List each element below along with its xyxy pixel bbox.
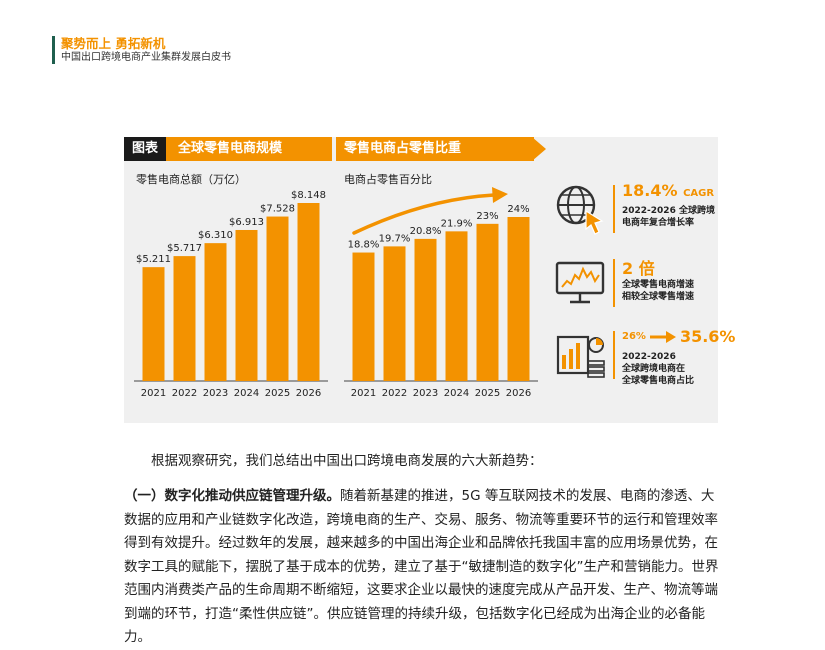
stat-3-value: 26% 35.6% xyxy=(622,327,735,346)
chart-2-svg: 18.8% 2021 19.7% 2022 20.8% 2023 21.9% 2024 23% 2… xyxy=(344,187,538,399)
stat-1-divider xyxy=(613,185,615,233)
chart-1-bar xyxy=(204,243,227,381)
chart-panel-2: 零售电商占零售比重 电商占零售百分比 18.8% 2021 19.7% 2022 20.… xyxy=(336,137,546,423)
chart-2-bar xyxy=(352,252,375,381)
chart-1-bar xyxy=(173,256,196,381)
chart-1-bar xyxy=(142,267,165,381)
chart-1-svg: $5.211 2021 $5.717 2022 $6.310 2023 $6.913 2024… xyxy=(134,190,328,399)
stat-growth: 2 倍 全球零售电商增速 相较全球零售增速 xyxy=(550,255,718,315)
section-paragraph: （一）数字化推动供应链管理升级。随着新基建的推进，5G 等互联网技术的发展、电商… xyxy=(124,485,724,650)
chart-1-ylabel: 零售电商总额（万亿） xyxy=(136,173,246,186)
stat-3-desc-1: 2022-2026 xyxy=(622,352,676,362)
stat-1-desc-2: 电商年复合增长率 xyxy=(622,218,695,228)
chart-1-tick-label: 2025 xyxy=(265,388,290,399)
chart-1-tick-label: 2021 xyxy=(141,388,166,399)
panel-2-title: 零售电商占零售比重 xyxy=(344,141,462,156)
chart-2-data-label: 23% xyxy=(476,211,498,222)
stat-2-desc-2: 相较全球零售增速 xyxy=(622,292,695,302)
chart-2-tick-label: 2026 xyxy=(506,388,531,399)
chart-2-tick-label: 2025 xyxy=(475,388,500,399)
chart-1-bar xyxy=(297,203,320,381)
trend-arrow-line xyxy=(352,193,496,235)
stat-2-divider xyxy=(613,259,615,307)
chart-1-tick-label: 2024 xyxy=(234,388,259,399)
stat-3-from: 26% xyxy=(622,331,646,342)
globe-cursor-icon xyxy=(556,185,604,235)
figure: 图表 全球零售电商规模 零售电商总额（万亿） $5.211 2021 $5.717 2… xyxy=(124,137,735,423)
chart-1-data-label: $7.528 xyxy=(260,204,295,215)
header-subtitle: 中国出口跨境电商产业集群发展白皮书 xyxy=(61,52,231,63)
chart-2-tick-label: 2023 xyxy=(413,388,438,399)
chart-2-data-label: 18.8% xyxy=(348,240,380,251)
chart-1-data-label: $6.913 xyxy=(229,217,264,228)
chart-2-data-label: 19.7% xyxy=(379,233,411,244)
chart-2-data-label: 20.8% xyxy=(410,226,442,237)
panel-1-title: 全球零售电商规模 xyxy=(178,141,283,156)
chart-2-bar xyxy=(383,246,406,381)
panel-2-title-arrow xyxy=(532,137,546,161)
stat-3-divider xyxy=(613,331,615,379)
chart-2-bar xyxy=(507,217,530,381)
chart-1-tick-label: 2023 xyxy=(203,388,228,399)
chart-1-bar xyxy=(235,229,258,381)
stat-cagr: 18.4% CAGR 2022-2026 全球跨境 电商年复合增长率 xyxy=(550,181,718,241)
chart-2-bar xyxy=(476,223,499,381)
chart-2-tick-label: 2024 xyxy=(444,388,469,399)
chart-2-tick-label: 2021 xyxy=(351,388,376,399)
stat-1-value: 18.4% CAGR xyxy=(622,181,715,200)
figure-tag: 图表 xyxy=(124,137,166,161)
stat-share: 26% 35.6% 2022-2026 全球跨境电商在 全球零售电商占比 xyxy=(550,327,735,397)
stat-2-value: 2 倍 xyxy=(622,259,655,278)
chart-panel-1: 图表 全球零售电商规模 零售电商总额（万亿） $5.211 2021 $5.717 2… xyxy=(124,137,332,423)
monitor-chart-icon xyxy=(555,261,605,304)
chart-2-ylabel: 电商占零售百分比 xyxy=(344,173,432,186)
stat-3-to: 35.6% xyxy=(679,327,736,346)
header-title: 聚势而上 勇拓新机 xyxy=(61,36,166,51)
stat-3-desc-3: 全球零售电商占比 xyxy=(622,376,695,386)
intro-paragraph: 根据观察研究，我们总结出中国出口跨境电商发展的六大新趋势： xyxy=(151,453,543,469)
chart-1-bar xyxy=(266,216,289,381)
chart-2-tick-label: 2022 xyxy=(382,388,407,399)
chart-2-bar xyxy=(445,231,468,381)
panel-2-title-bar xyxy=(336,137,534,161)
chart-2-data-label: 24% xyxy=(507,204,529,215)
page-header: 聚势而上 勇拓新机 中国出口跨境电商产业集群发展白皮书 xyxy=(52,36,231,64)
chart-1-data-label: $5.211 xyxy=(136,254,171,265)
chart-2-data-label: 21.9% xyxy=(441,218,473,229)
section-text: 随着新基建的推进，5G 等互联网技术的发展、电商的渗透、大数据的应用和产业链数字… xyxy=(124,488,719,645)
stat-1-suffix: CAGR xyxy=(683,188,715,199)
chart-2-bar xyxy=(414,238,437,381)
chart-1-data-label: $6.310 xyxy=(198,230,233,241)
chart-1-data-label: $8.148 xyxy=(291,190,326,201)
chart-1-data-label: $5.717 xyxy=(167,243,202,254)
stat-2-desc-1: 全球零售电商增速 xyxy=(622,280,695,290)
chart-1-tick-label: 2022 xyxy=(172,388,197,399)
stat-1-desc-1: 2022-2026 全球跨境 xyxy=(622,206,715,216)
section-heading: （一）数字化推动供应链管理升级。 xyxy=(124,488,340,504)
arrow-right-icon xyxy=(649,330,676,343)
stat-3-desc-2: 全球跨境电商在 xyxy=(622,364,686,374)
chart-1-tick-label: 2026 xyxy=(296,388,321,399)
money-chart-icon xyxy=(556,335,605,378)
trend-arrow-head xyxy=(492,187,508,203)
